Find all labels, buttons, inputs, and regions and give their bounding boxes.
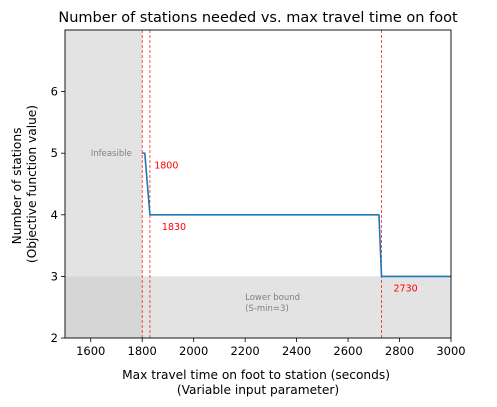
x-tick-label: 2400	[282, 344, 311, 358]
x-tick-label: 2800	[385, 344, 414, 358]
vline-label-1830: 1830	[162, 222, 186, 233]
x-axis-label-line-2: (Variable input parameter)	[177, 383, 339, 397]
x-tick-label: 3000	[436, 344, 465, 358]
x-tick-label: 2200	[230, 344, 259, 358]
y-axis-label: Number of stations (Objective function v…	[10, 105, 39, 263]
y-tick-label: 5	[51, 146, 58, 160]
plot-frame	[64, 29, 452, 339]
y-axis-label-line-2: (Objective function value)	[25, 105, 39, 263]
y-tick-label: 6	[51, 85, 58, 99]
lower-bound-label: Lower bound (S-min=3)	[245, 293, 300, 314]
x-axis-label: Max travel time on foot to station (seco…	[122, 368, 394, 397]
y-axis-label-line-1: Number of stations	[10, 128, 24, 245]
y-axis: 2 3 4 5 6	[51, 85, 65, 345]
y-tick-label: 4	[51, 208, 58, 222]
y-tick-label: 3	[51, 269, 58, 283]
x-axis-label-line-1: Max travel time on foot to station (seco…	[122, 368, 390, 382]
plot-overlay: Infeasible Lower bound (S-min=3) 1800 1830 27…	[91, 149, 418, 314]
vline-label-1800: 1800	[154, 161, 178, 172]
chart-title: Number of stations needed vs. max travel…	[58, 10, 458, 26]
lower-bound-label-line-2: (S-min=3)	[245, 304, 289, 314]
vline-label-2730: 2730	[394, 284, 418, 295]
x-tick-label: 2000	[179, 344, 208, 358]
x-tick-label: 1800	[128, 344, 157, 358]
y-tick-label: 2	[51, 331, 58, 345]
shaded-region-2	[65, 276, 451, 338]
series-line-1	[142, 152, 451, 278]
lower-bound-label-line-1: Lower bound	[245, 293, 300, 303]
infeasible-label: Infeasible	[91, 149, 132, 159]
x-axis: 1600 1800 2000 2200 2400 2600 2800 3000	[76, 338, 466, 358]
plot-area	[65, 30, 451, 338]
x-tick-label: 1600	[76, 344, 105, 358]
x-tick-label: 2600	[333, 344, 362, 358]
